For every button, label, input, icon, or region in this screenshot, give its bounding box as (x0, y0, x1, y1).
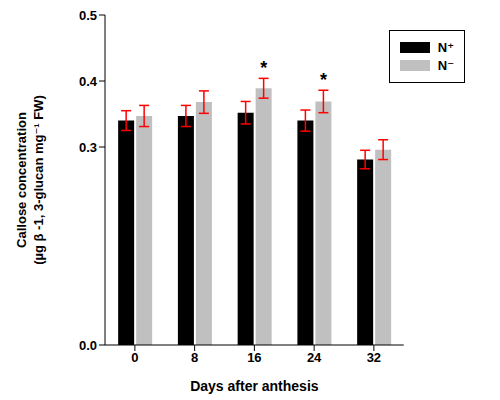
svg-text:24: 24 (307, 350, 322, 365)
svg-text:0.5: 0.5 (79, 8, 97, 23)
html-text:N⁻: N⁻ (437, 58, 454, 73)
svg-text:0.0: 0.0 (79, 338, 97, 353)
svg-text:*: * (320, 70, 327, 90)
svg-text:*: * (260, 58, 267, 78)
svg-text:Callose concentration(µg β -1,: Callose concentration(µg β -1, 3-glucan … (14, 95, 46, 265)
svg-text:Days after anthesis: Days after anthesis (190, 378, 319, 394)
html-text:N⁺: N⁺ (437, 40, 454, 55)
svg-text:32: 32 (367, 350, 381, 365)
svg-text:0: 0 (131, 350, 138, 365)
svg-text:0.3: 0.3 (79, 140, 97, 155)
svg-text:8: 8 (191, 350, 198, 365)
svg-text:16: 16 (247, 350, 261, 365)
svg-text:0.4: 0.4 (79, 74, 98, 89)
